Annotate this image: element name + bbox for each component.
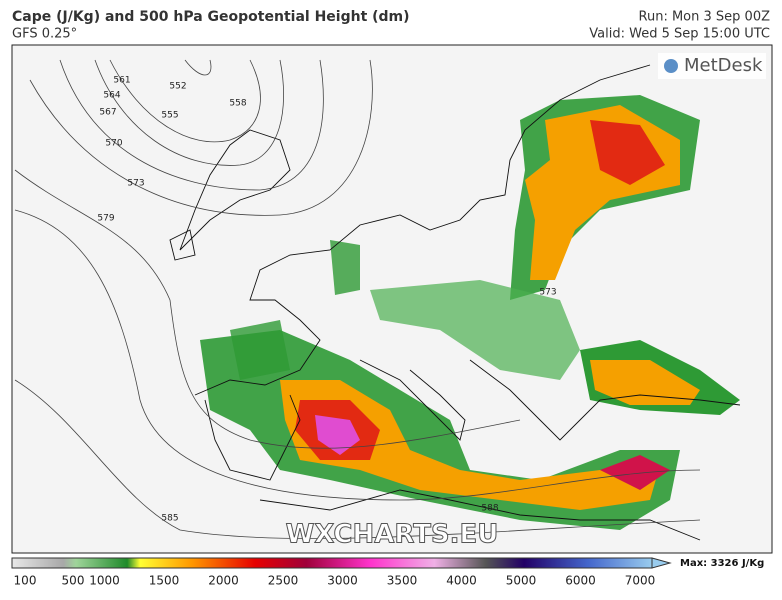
- colorbar-tick-label: 6000: [565, 574, 596, 588]
- subtitle: GFS 0.25°: [12, 27, 77, 42]
- contour-label: 573: [539, 288, 556, 298]
- colorbar-tick-label: 7000: [625, 574, 656, 588]
- colorbar-tick-label: 100: [14, 574, 37, 588]
- contour-label: 564: [103, 91, 120, 101]
- colorbar-tick-label: 3500: [387, 574, 418, 588]
- contour-labels: 561 564 567 570 573 579 552 555 558 585 …: [97, 76, 556, 524]
- contour-label: 588: [481, 504, 498, 514]
- colorbar-tick-label: 2500: [268, 574, 299, 588]
- contour-label: 561: [113, 76, 130, 86]
- max-label: Max: 3326 J/Kg: [680, 558, 764, 569]
- coastlines: [169, 64, 741, 541]
- colorbar-scale: [11, 557, 653, 569]
- colorbar-tick-label: 4000: [446, 574, 477, 588]
- map-area: 561 564 567 570 573 579 552 555 558 585 …: [11, 44, 773, 554]
- colorbar-tick-label: 5000: [506, 574, 537, 588]
- cape-field: [200, 95, 740, 530]
- run-time: Run: Mon 3 Sep 00Z: [639, 10, 771, 25]
- contour-label: 552: [169, 82, 186, 92]
- logo-text: MetDesk: [684, 55, 763, 76]
- contour-label: 567: [99, 108, 116, 118]
- watermark: WXCHARTS.EU: [286, 520, 499, 550]
- contour-label: 570: [105, 139, 122, 149]
- colorbar: Max: 3326 J/Kg 100 500 1000 1500 2000 2500 300…: [11, 557, 764, 588]
- colorbar-tick-label: 1000: [89, 574, 120, 588]
- contour-label: 579: [97, 214, 114, 224]
- contour-label: 555: [161, 111, 178, 121]
- contour-label: 558: [229, 99, 246, 109]
- colorbar-tick-label: 1500: [149, 574, 180, 588]
- geopotential-contours: [14, 59, 701, 539]
- colorbar-tick-label: 500: [62, 574, 85, 588]
- colorbar-tick-label: 3000: [327, 574, 358, 588]
- colorbar-arrow: [651, 557, 672, 569]
- contour-label: 573: [127, 179, 144, 189]
- colorbar-tick-label: 2000: [208, 574, 239, 588]
- valid-time: Valid: Wed 5 Sep 15:00 UTC: [589, 27, 770, 42]
- title: Cape (J/Kg) and 500 hPa Geopotential Hei…: [12, 9, 410, 25]
- logo: MetDesk: [658, 53, 766, 79]
- contour-label: 585: [161, 514, 178, 524]
